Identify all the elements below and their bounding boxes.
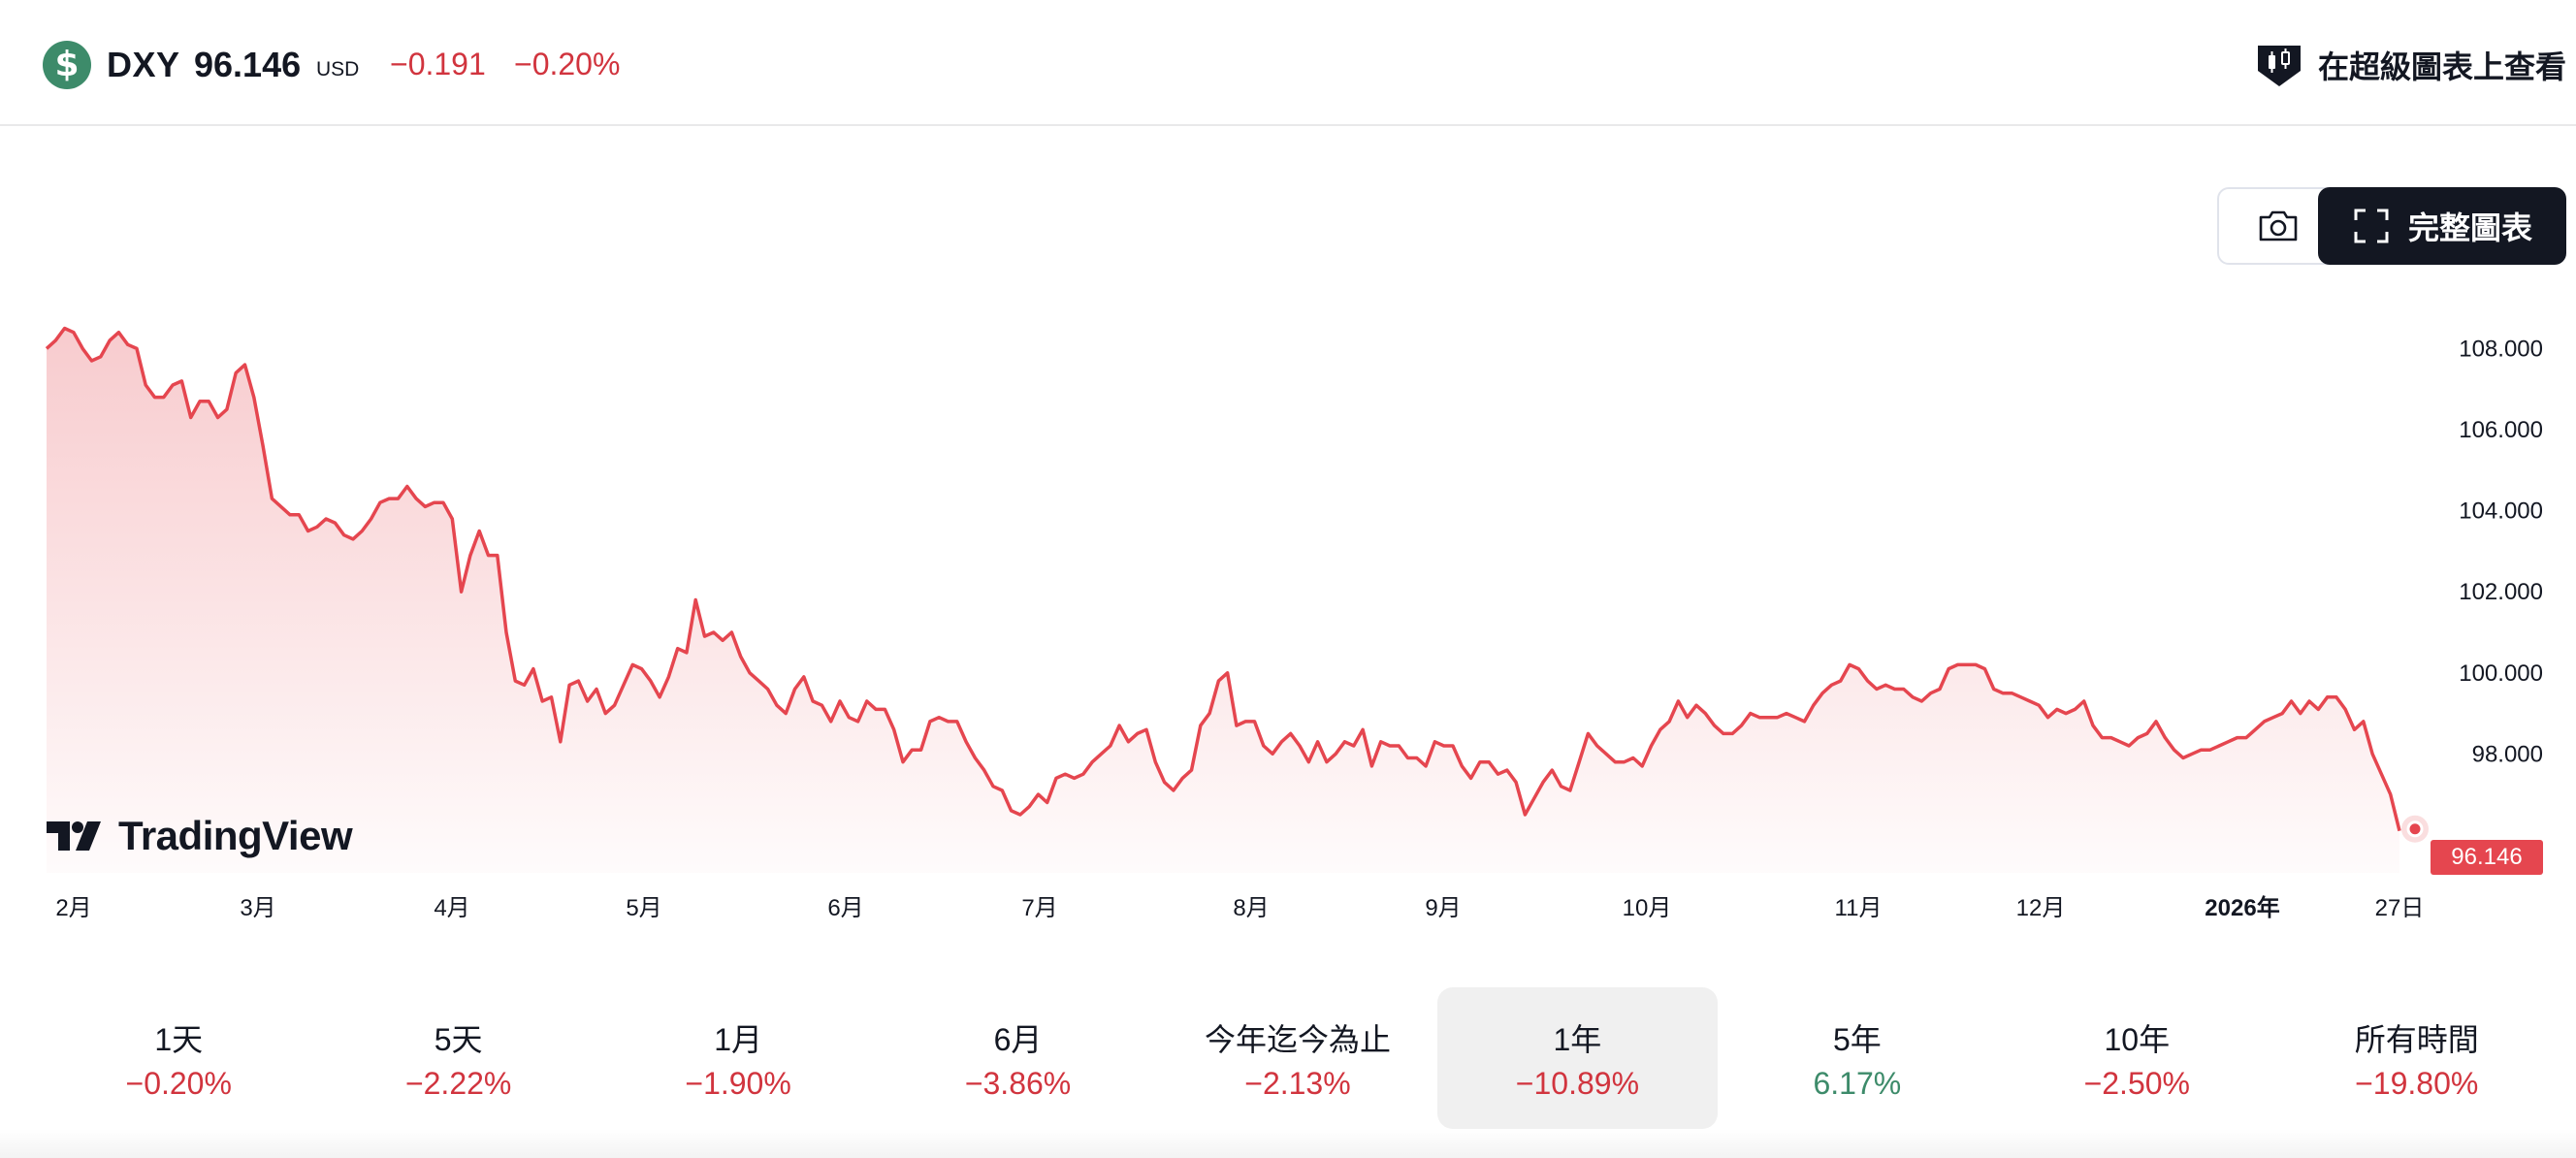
period-label: 5年 [1832, 1021, 1882, 1057]
last-point-marker [2406, 820, 2424, 838]
tradingview-logo[interactable]: TradingView [47, 813, 353, 859]
camera-icon [2259, 210, 2298, 241]
period-selector: 1天 −0.20% 5天 −2.22% 1月 −1.90% 6月 −3.86% … [39, 987, 2557, 1129]
y-axis-tick-label: 108.000 [2459, 336, 2543, 362]
x-axis-tick-label: 2月 [55, 895, 91, 921]
period-label: 5天 [434, 1021, 483, 1057]
last-price-label: 96.146 [2431, 840, 2543, 875]
y-axis-tick-label: 106.000 [2459, 417, 2543, 443]
dollar-sign-icon: $ [43, 41, 91, 89]
period-label: 1月 [714, 1021, 762, 1057]
period-label: 1天 [154, 1021, 204, 1057]
supercharts-label: 在超級圖表上查看 [2317, 49, 2566, 84]
x-axis-tick-label: 4月 [434, 895, 469, 921]
period-label: 6月 [993, 1021, 1043, 1057]
x-axis-tick-label: 2026年 [2205, 894, 2279, 921]
x-axis-tick-label: 12月 [2016, 895, 2066, 921]
period-ytd[interactable]: 今年迄今為止 −2.13% [1158, 987, 1437, 1129]
view-on-supercharts-link[interactable]: 在超級圖表上查看 [2254, 41, 2566, 89]
symbol-name[interactable]: DXY [107, 45, 180, 84]
period-change: −2.13% [1244, 1065, 1351, 1101]
price-change: −0.191 [390, 47, 486, 81]
x-axis-tick-label: 8月 [1233, 895, 1269, 921]
period-1y[interactable]: 1年 −10.89% [1437, 987, 1718, 1129]
x-axis-tick-label: 9月 [1425, 895, 1461, 921]
currency-label: USD [316, 58, 360, 80]
last-price: 96.146 [194, 45, 302, 84]
symbol-header: $ DXY 96.146 USD −0.191 −0.20% 在超級圖表上查看 [0, 0, 2576, 126]
period-5y[interactable]: 5年 6.17% [1718, 987, 1997, 1129]
period-label: 所有時間 [2354, 1021, 2479, 1057]
x-axis-tick-label: 5月 [626, 895, 661, 921]
price-area-fill [47, 328, 2399, 873]
x-axis-tick-label: 10月 [1623, 895, 1672, 921]
period-6m[interactable]: 6月 −3.86% [878, 987, 1157, 1129]
price-line [45, 326, 2401, 832]
price-chart[interactable]: 108.000 106.000 104.000 102.000 100.000 98.00… [0, 0, 2576, 950]
x-axis-tick-label: 6月 [827, 895, 863, 921]
period-change: −19.80% [2355, 1065, 2479, 1101]
period-change: −3.86% [964, 1065, 1072, 1101]
full-chart-button[interactable]: 完整圖表 [2318, 187, 2566, 265]
period-all[interactable]: 所有時間 −19.80% [2277, 987, 2557, 1129]
x-axis-tick-label: 7月 [1021, 895, 1057, 921]
y-axis-tick-label: 102.000 [2459, 579, 2543, 605]
price-change-percent: −0.20% [514, 47, 621, 81]
period-change: −10.89% [1515, 1065, 1640, 1101]
x-axis-tick-label: 3月 [240, 895, 275, 921]
x-axis-tick-label: 27日 [2375, 895, 2425, 921]
tradingview-logo-text: TradingView [118, 813, 353, 858]
period-change: −1.90% [685, 1065, 791, 1101]
bottom-shadow [0, 1129, 2576, 1158]
y-axis-tick-label: 100.000 [2459, 660, 2543, 687]
period-label: 今年迄今為止 [1204, 1021, 1391, 1057]
candlestick-badge-icon [2257, 46, 2301, 86]
fullscreen-icon [2354, 209, 2389, 243]
period-change: −2.22% [404, 1065, 512, 1101]
y-axis-tick-label: 104.000 [2459, 499, 2543, 525]
y-axis-tick-label: 98.000 [2472, 741, 2543, 767]
period-change: −0.20% [125, 1065, 232, 1101]
period-label: 1年 [1553, 1021, 1602, 1057]
full-chart-label: 完整圖表 [2407, 210, 2532, 245]
period-5d[interactable]: 5天 −2.22% [318, 987, 597, 1129]
period-1d[interactable]: 1天 −0.20% [39, 987, 318, 1129]
period-label: 10年 [2104, 1021, 2171, 1057]
period-10y[interactable]: 10年 −2.50% [1997, 987, 2276, 1129]
period-change: −2.50% [2083, 1065, 2190, 1101]
tradingview-logo-icon [47, 821, 101, 851]
period-change: 6.17% [1813, 1065, 1902, 1101]
x-axis-tick-label: 11月 [1835, 895, 1883, 921]
period-1m[interactable]: 1月 −1.90% [598, 987, 878, 1129]
